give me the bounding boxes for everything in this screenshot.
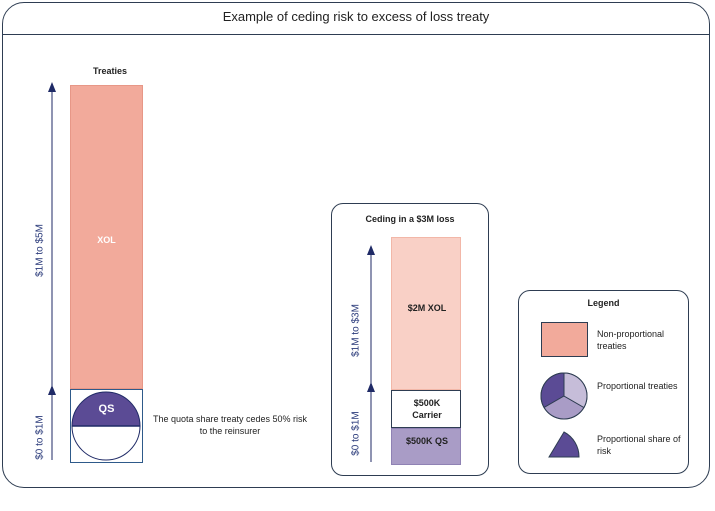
legend-panel (518, 290, 689, 474)
ceding-qs-box: $500K QS (391, 428, 461, 465)
qs-circle-icon (71, 391, 141, 461)
ceding-qs-label: $500K QS (405, 436, 449, 446)
legend-wedge-icon (548, 431, 580, 458)
ceding-carrier-label: $500K Carrier (412, 398, 442, 420)
qs-note: The quota share treaty cedes 50% risk to… (152, 414, 308, 436)
legend-heading: Legend (587, 298, 620, 308)
ceding-axis-bottom-label: $0 to $1M (350, 411, 362, 456)
page-title: Example of ceding risk to excess of loss… (222, 9, 490, 24)
xol-treaty-bar: XOL (70, 85, 143, 389)
ceding-axis-top-label: $1M to $3M (350, 304, 362, 357)
ceding-xol-bar: $2M XOL (391, 237, 461, 390)
legend-pie-icon (540, 372, 588, 420)
legend-item-share: Proportional share of risk (597, 434, 681, 456)
treaties-heading: Treaties (92, 66, 128, 76)
ceding-xol-label: $2M XOL (407, 303, 447, 313)
header-divider (2, 34, 710, 35)
ceding-carrier-box: $500K Carrier (391, 390, 461, 428)
ceding-heading: Ceding in a $3M loss (365, 214, 455, 224)
legend-item-proportional: Proportional treaties (597, 381, 678, 391)
legend-pink-rectangle-icon (541, 322, 588, 357)
legend-item-non-proportional: Non-proportional treaties (597, 329, 665, 351)
qs-treaty-label: QS (98, 403, 115, 415)
ceding-panel (331, 203, 489, 476)
outer-frame (2, 2, 710, 488)
qs-treaty-box: QS (70, 389, 143, 463)
xol-treaty-label: XOL (97, 235, 116, 245)
